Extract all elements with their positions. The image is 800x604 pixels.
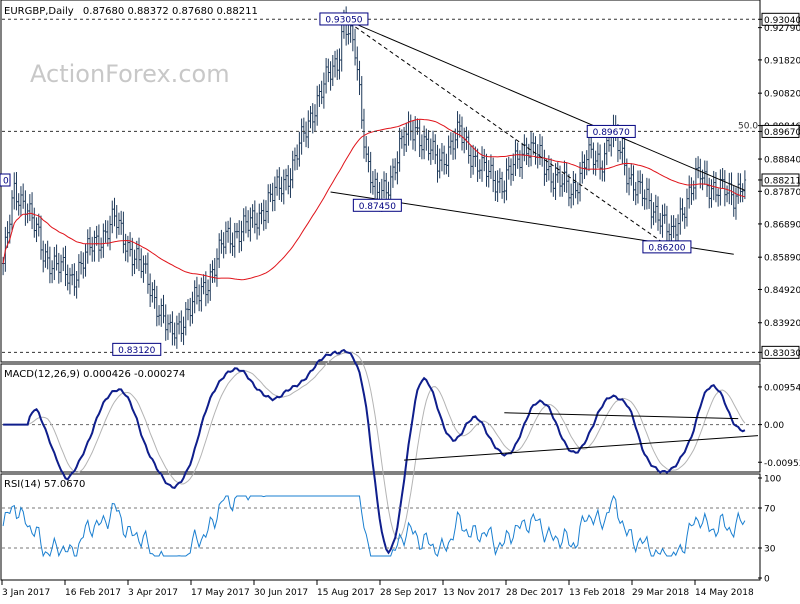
price-tick-box	[761, 345, 800, 359]
x-tick-label: 3 Jan 2017	[2, 588, 50, 598]
price-tick-box	[761, 12, 800, 26]
price-label-text: 0.86200	[648, 243, 685, 253]
price-label-box	[319, 12, 369, 26]
price-tick-label: 0.90820	[764, 90, 800, 100]
macd-tick-label: 0.00	[764, 421, 784, 431]
macd-title: MACD(12,26,9) 0.000426 -0.000274	[4, 369, 185, 380]
symbol-header: EURGBP,Daily 0.87680 0.88372 0.87680 0.8…	[4, 6, 258, 17]
price-overlays: 50.0 0.93050 0.89670 0.87450 0.86200 0.83120 0	[0, 12, 758, 356]
price-axis: 0.930400.927900.918200.908200.898460.896…	[758, 12, 800, 359]
rsi-title: RSI(14) 57.0670	[4, 479, 85, 490]
rsi-tick-label: 30	[764, 545, 776, 555]
price-label-swing-low: 0.87450	[352, 198, 402, 212]
price-tick-label: 0.89670	[764, 128, 800, 138]
left-cut-label: 0	[0, 173, 11, 187]
x-tick-label: 29 Mar 2018	[632, 588, 689, 598]
price-label-low: 0.83120	[112, 342, 162, 356]
macd-upper-trend-line	[504, 412, 739, 420]
price-tick-label: 0.85890	[764, 254, 800, 264]
rsi-line	[2, 494, 746, 558]
x-tick-label: 13 Feb 2018	[569, 588, 625, 598]
macd-panel-frame	[0, 363, 761, 473]
price-label-text: 0.89670	[593, 128, 630, 138]
rsi-tick-label: 0	[764, 575, 770, 585]
price-panel-frame	[0, 0, 761, 363]
price-tick-label: 0.88211	[764, 176, 800, 186]
left-cut-text: 0	[3, 177, 9, 187]
macd-tick-label: 0.00954	[764, 383, 800, 393]
price-tick-label: 0.92790	[764, 24, 800, 34]
macd-tick-label: -0.009538	[764, 459, 800, 469]
price-tick-box	[761, 124, 800, 138]
x-tick-label: 15 Aug 2017	[317, 588, 375, 598]
price-label-text: 0.93050	[325, 15, 362, 25]
price-label-high: 0.93050	[319, 12, 369, 26]
left-cut-box	[0, 173, 11, 187]
price-tick-label: 0.91820	[764, 56, 800, 66]
x-tick-label: 28 Sep 2017	[380, 588, 437, 598]
x-axis: 3 Jan 2017 16 Feb 2017 3 Apr 2017 17 May 20…	[1, 580, 754, 598]
price-label-box	[352, 198, 402, 212]
price-tick-label: 0.87870	[764, 188, 800, 198]
price-label-text: 0.83120	[118, 346, 155, 356]
rsi-tick-label: 100	[764, 475, 781, 485]
x-tick-label: 16 Feb 2017	[65, 588, 121, 598]
x-tick-label: 3 Apr 2017	[128, 588, 178, 598]
price-label-recent-low: 0.86200	[642, 240, 692, 254]
macd-line	[3, 348, 746, 555]
rsi-tick-label: 70	[764, 505, 776, 515]
upper-trend-line	[343, 18, 746, 191]
price-label-box	[586, 124, 636, 138]
dashed-trend-line	[343, 18, 672, 249]
watermark: ActionForex.com	[30, 60, 230, 88]
macd-signal-line	[3, 351, 746, 540]
price-bars	[1, 6, 747, 349]
x-tick-label: 28 Dec 2017	[506, 588, 564, 598]
x-tick-label: 30 Jun 2017	[254, 588, 308, 598]
price-label-text: 0.87450	[359, 202, 396, 212]
price-tick-label: 0.88840	[764, 156, 800, 166]
price-tick-label: 0.83030	[764, 349, 800, 359]
symbol-label: EURGBP,Daily	[4, 6, 74, 17]
x-tick-label: 14 May 2018	[695, 588, 754, 598]
price-label-mid-high: 0.89670	[586, 124, 636, 138]
macd-lower-trend-line	[404, 435, 759, 461]
x-tick-label: 13 Nov 2017	[443, 588, 501, 598]
price-label-box	[642, 240, 692, 254]
price-tick-label: 0.93040	[764, 16, 800, 26]
price-tick-label: 0.84920	[764, 286, 800, 296]
x-tick-label: 17 May 2017	[191, 588, 250, 598]
fib-annotation: 50.0	[738, 121, 758, 131]
macd-panel: 0.00954 0.00 -0.009538	[2, 348, 800, 555]
price-tick-box	[761, 173, 800, 187]
rsi-panel: 100 70 30 0	[2, 475, 781, 585]
price-label-box	[112, 342, 162, 356]
price-tick-label: 0.83920	[764, 319, 800, 329]
price-tick-label: 0.86890	[764, 220, 800, 230]
ohlc-values: 0.87680 0.88372 0.87680 0.88211	[83, 6, 258, 17]
